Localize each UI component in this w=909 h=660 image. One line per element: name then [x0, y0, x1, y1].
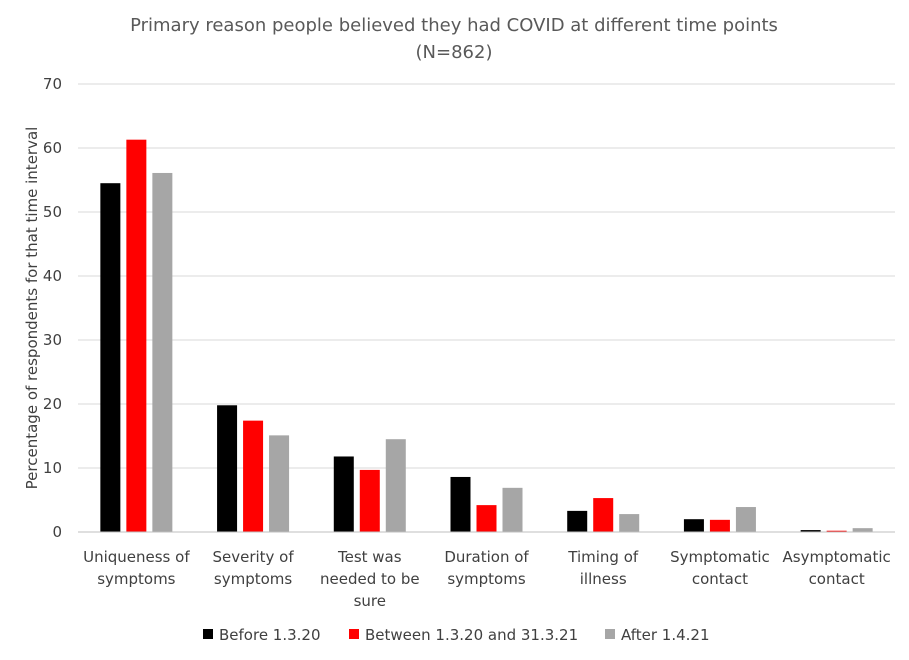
- x-category-label-line: Test was: [337, 548, 402, 566]
- x-category-label: Uniqueness of symptoms: [83, 548, 190, 588]
- gridlines: [78, 83, 895, 469]
- x-category-label-line: Asymptomatic: [783, 548, 891, 566]
- y-tick-label: 10: [43, 459, 62, 477]
- x-category-label: Timing of illness: [567, 548, 639, 588]
- x-category-label-line: Uniqueness of: [83, 548, 190, 566]
- x-category-label-line: Timing of: [567, 548, 639, 566]
- bar: [800, 530, 821, 532]
- bar: [152, 172, 173, 532]
- x-category-label: Test was needed to be sure: [320, 548, 420, 610]
- bar: [683, 519, 704, 532]
- bar: [593, 498, 614, 532]
- bar: [826, 530, 847, 532]
- y-axis-label: Percentage of respondents for that time …: [23, 127, 41, 490]
- bar: [126, 139, 147, 532]
- x-category-label: Symptomatic contact: [670, 548, 770, 588]
- x-category-label-line: illness: [580, 570, 627, 588]
- legend-swatch: [203, 629, 213, 639]
- x-category-label-line: needed to be: [320, 570, 420, 588]
- bar: [359, 469, 380, 532]
- x-category-label-line: symptoms: [97, 570, 175, 588]
- y-tick-label: 0: [52, 523, 62, 541]
- x-category-label: Duration of symptoms: [444, 548, 529, 588]
- x-axis-category-labels: Uniqueness of symptoms Severity of symptoms…: [83, 548, 891, 610]
- bar: [502, 487, 523, 532]
- x-category-label-line: contact: [692, 570, 748, 588]
- bar: [852, 528, 873, 532]
- bar: [100, 183, 121, 532]
- y-axis-ticks: 0 10 20 30 40 50 60 70: [43, 75, 62, 541]
- y-tick-label: 50: [43, 203, 62, 221]
- x-category-label-line: sure: [354, 592, 386, 610]
- legend-label: Before 1.3.20: [219, 626, 321, 644]
- chart-title-line1: Primary reason people believed they had …: [130, 15, 778, 36]
- bar: [709, 519, 730, 532]
- x-category-label-line: contact: [809, 570, 865, 588]
- legend: Before 1.3.20 Between 1.3.20 and 31.3.21 A…: [203, 626, 710, 644]
- legend-label: Between 1.3.20 and 31.3.21: [365, 626, 578, 644]
- bar: [269, 435, 290, 532]
- y-tick-label: 60: [43, 139, 62, 157]
- x-category-label: Asymptomatic contact: [783, 548, 891, 588]
- x-category-label-line: symptoms: [214, 570, 292, 588]
- chart-title-line2: (N=862): [416, 42, 493, 63]
- bar: [476, 505, 497, 532]
- bar: [385, 439, 406, 532]
- bars: [100, 139, 873, 532]
- bar: [217, 405, 238, 532]
- bar: [243, 420, 264, 532]
- legend-label: After 1.4.21: [621, 626, 710, 644]
- y-tick-label: 30: [43, 331, 62, 349]
- y-tick-label: 70: [43, 75, 62, 93]
- x-category-label-line: Duration of: [444, 548, 529, 566]
- bar: [450, 476, 471, 532]
- y-tick-label: 20: [43, 395, 62, 413]
- x-category-label-line: symptoms: [447, 570, 525, 588]
- bar: [333, 456, 354, 532]
- x-category-label-line: Symptomatic: [670, 548, 770, 566]
- legend-swatch: [605, 629, 615, 639]
- bar: [619, 514, 640, 532]
- bar: [567, 510, 588, 532]
- bar: [735, 507, 756, 532]
- legend-swatch: [349, 629, 359, 639]
- x-category-label: Severity of symptoms: [212, 548, 294, 588]
- x-category-label-line: Severity of: [212, 548, 294, 566]
- y-tick-label: 40: [43, 267, 62, 285]
- chart-title: Primary reason people believed they had …: [130, 15, 778, 63]
